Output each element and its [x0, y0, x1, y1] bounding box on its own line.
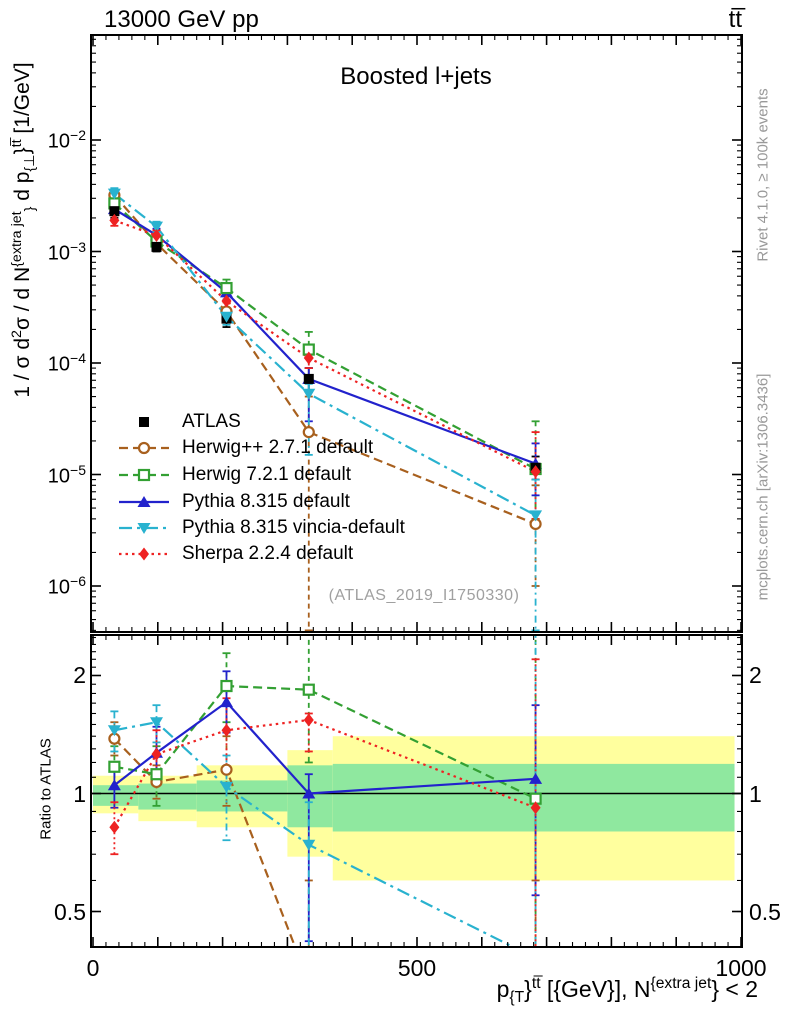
- pythia-marker: [219, 696, 233, 708]
- legend-label: ATLAS: [182, 411, 241, 432]
- sherpa-marker: [109, 820, 120, 834]
- axis-title-segment: } < 2: [711, 976, 758, 1002]
- model-curve: [113, 202, 537, 470]
- vincia-marker: [529, 510, 543, 522]
- herwig7-marker: [302, 683, 315, 696]
- herwigpp-marker: [302, 426, 315, 439]
- legend-label: Herwig++ 2.7.1 default: [182, 437, 374, 458]
- vincia-marker: [529, 953, 542, 964]
- herwig7-marker: [150, 768, 163, 781]
- herwig7-marker: [137, 468, 151, 482]
- atlas-stat-uncertainty-band: [138, 783, 197, 810]
- mcplots-reference-label: mcplots.cern.ch [arXiv:1306.3436]: [754, 373, 772, 601]
- ratio-tick-label: 0.5: [54, 898, 86, 925]
- x-axis-title: p{T}tt̅ [{GeV}], N{extra jet} < 2: [496, 975, 758, 1007]
- model-curve: [113, 208, 536, 465]
- y-axis-tick-label: 10−6: [47, 573, 86, 599]
- herwigpp-marker: [137, 441, 151, 455]
- legend-label: Herwig 7.2.1 default: [182, 464, 351, 485]
- y-axis-tick-label: 10−2: [47, 127, 86, 153]
- vincia-marker: [150, 717, 164, 729]
- herwigpp-marker: [304, 977, 314, 987]
- legend: [119, 417, 169, 561]
- vincia-marker: [219, 311, 233, 323]
- legend-label: Pythia 8.315 default: [182, 491, 350, 512]
- legend-label: Pythia 8.315 vincia-default: [182, 517, 405, 538]
- main-panel-frame: [90, 34, 743, 633]
- axis-title-segment: p: [496, 976, 510, 1002]
- axis-title-segment: }: [21, 206, 38, 212]
- sherpa-marker: [530, 465, 541, 479]
- herwig7-marker: [220, 281, 233, 295]
- pythia-marker: [529, 772, 543, 784]
- vincia-marker: [107, 725, 121, 737]
- sherpa-marker: [151, 747, 162, 761]
- analysis-watermark: (ATLAS_2019_I1750330): [328, 587, 520, 604]
- atlas-stat-uncertainty-band: [93, 785, 139, 806]
- selection-title: Boosted l+jets: [340, 63, 492, 90]
- ratio-panel: [91, 635, 742, 987]
- axis-title-segment: tt̅: [531, 975, 541, 993]
- pythia-marker: [137, 496, 151, 507]
- vincia-marker: [107, 188, 121, 200]
- herwigpp-marker: [220, 763, 233, 776]
- ratio-tick-label: 2: [749, 662, 762, 689]
- herwig7-marker: [108, 760, 121, 773]
- y-axis-tick-label: 10−4: [47, 350, 86, 376]
- x-axis-tick-label: 0: [86, 955, 100, 981]
- vincia-marker: [150, 221, 164, 233]
- atlas-stat-uncertainty-band: [196, 780, 288, 812]
- atlas-marker: [109, 206, 120, 217]
- rivet-version-label: Rivet 4.1.0, ≥ 100k events: [754, 88, 772, 262]
- vincia-marker: [302, 839, 316, 851]
- vincia-marker: [302, 388, 316, 400]
- pythia-marker: [107, 779, 121, 791]
- ratio-tick-label: 1: [73, 780, 86, 807]
- axis-title-segment: {extra jet: [650, 975, 712, 993]
- atlas-marker: [139, 417, 149, 427]
- ratio-panel-frame: [90, 634, 743, 948]
- atlas-marker: [303, 373, 314, 384]
- pythia-marker: [302, 787, 316, 799]
- sherpa-marker: [139, 547, 149, 561]
- y-axis-title: 1 / σ d2σ / d N{extra jet} d p{⊥}tt̅ [1/…: [9, 62, 38, 397]
- vincia-marker: [137, 523, 151, 534]
- herwig7-marker: [220, 679, 233, 693]
- sherpa-marker: [303, 713, 314, 727]
- axis-title-segment: {⊥: [21, 154, 38, 172]
- ratio-tick-label: 1: [749, 780, 762, 807]
- axis-title-segment: }: [524, 976, 532, 1002]
- sherpa-marker: [151, 229, 162, 243]
- ratio-tick-label: 2: [73, 662, 86, 689]
- axis-title-segment: 2: [9, 330, 26, 338]
- sherpa-marker: [303, 351, 314, 365]
- legend-label: Sherpa 2.2.4 default: [182, 543, 354, 564]
- sherpa-marker: [221, 294, 232, 308]
- beam-energy-title: 13000 GeV pp: [104, 6, 259, 33]
- sherpa-marker: [221, 723, 232, 737]
- y-axis-tick-label: 10−5: [47, 461, 86, 488]
- sherpa-marker: [109, 213, 120, 227]
- y-axis-tick-label: 10−3: [47, 238, 86, 265]
- axis-title-segment: {T: [509, 989, 525, 1007]
- atlas-marker: [151, 241, 162, 252]
- main-panel: [107, 187, 543, 632]
- sherpa-marker: [530, 801, 541, 815]
- vincia-marker: [219, 781, 233, 793]
- x-axis-tick-label: 1000: [715, 955, 767, 981]
- axis-title-segment: [{GeV}], N: [540, 976, 651, 1002]
- process-title: tt̅: [728, 6, 742, 33]
- ratio-tick-label: 0.5: [749, 898, 781, 925]
- x-axis-tick-label: 500: [397, 955, 437, 981]
- model-curve: [114, 219, 537, 473]
- axis-title-segment: d p: [11, 171, 34, 207]
- axis-title-segment: σ / d N: [11, 266, 34, 331]
